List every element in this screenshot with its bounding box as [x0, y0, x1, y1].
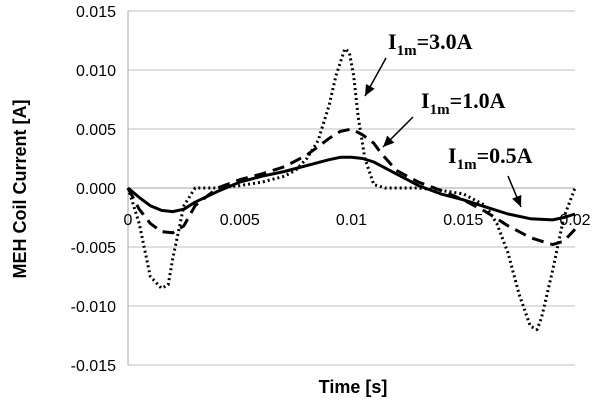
x-tick-label: 0.015: [443, 212, 483, 229]
annotation-2: I1m=0.5A: [448, 143, 533, 208]
y-axis-title: MEH Coil Current [A]: [10, 100, 30, 279]
annotation-1: I1m=1.0A: [382, 88, 506, 148]
annotation-label: I1m=0.5A: [448, 143, 533, 173]
x-tick-label: 0.005: [220, 212, 260, 229]
annotation-arrowhead: [512, 194, 522, 207]
series-line-solid: [127, 155, 576, 222]
annotation-0: I1m=3.0A: [364, 29, 473, 97]
series-line-dotted: [126, 47, 577, 332]
series-layer: [126, 47, 577, 332]
annotations: I1m=3.0A I1m=1.0A I1m=0.5A: [364, 29, 533, 208]
y-tick-label: -0.005: [71, 240, 116, 257]
x-tick-labels: 0 0.005 0.01 0.015 0.02: [124, 212, 591, 229]
y-tick-labels: 0.015 0.010 0.005 0.000 -0.005 -0.010 -0.015: [71, 4, 116, 375]
x-tick-label: 0: [124, 212, 133, 229]
y-tick-label: 0.015: [76, 4, 116, 21]
y-tick-label: 0.000: [76, 181, 116, 198]
series-line-dashed: [126, 127, 577, 247]
x-tick-label: 0.01: [336, 212, 367, 229]
annotation-label: I1m=3.0A: [388, 29, 473, 59]
y-tick-label: 0.010: [76, 63, 116, 80]
annotation-arrowhead: [365, 83, 375, 96]
annotation-arrowhead: [383, 135, 395, 147]
y-tick-label: -0.015: [71, 358, 116, 375]
x-tick-label: 0.02: [559, 212, 590, 229]
annotation-label: I1m=1.0A: [421, 88, 506, 118]
y-tick-label: -0.010: [71, 299, 116, 316]
y-tick-label: 0.005: [76, 122, 116, 139]
x-axis-title: Time [s]: [319, 377, 388, 397]
